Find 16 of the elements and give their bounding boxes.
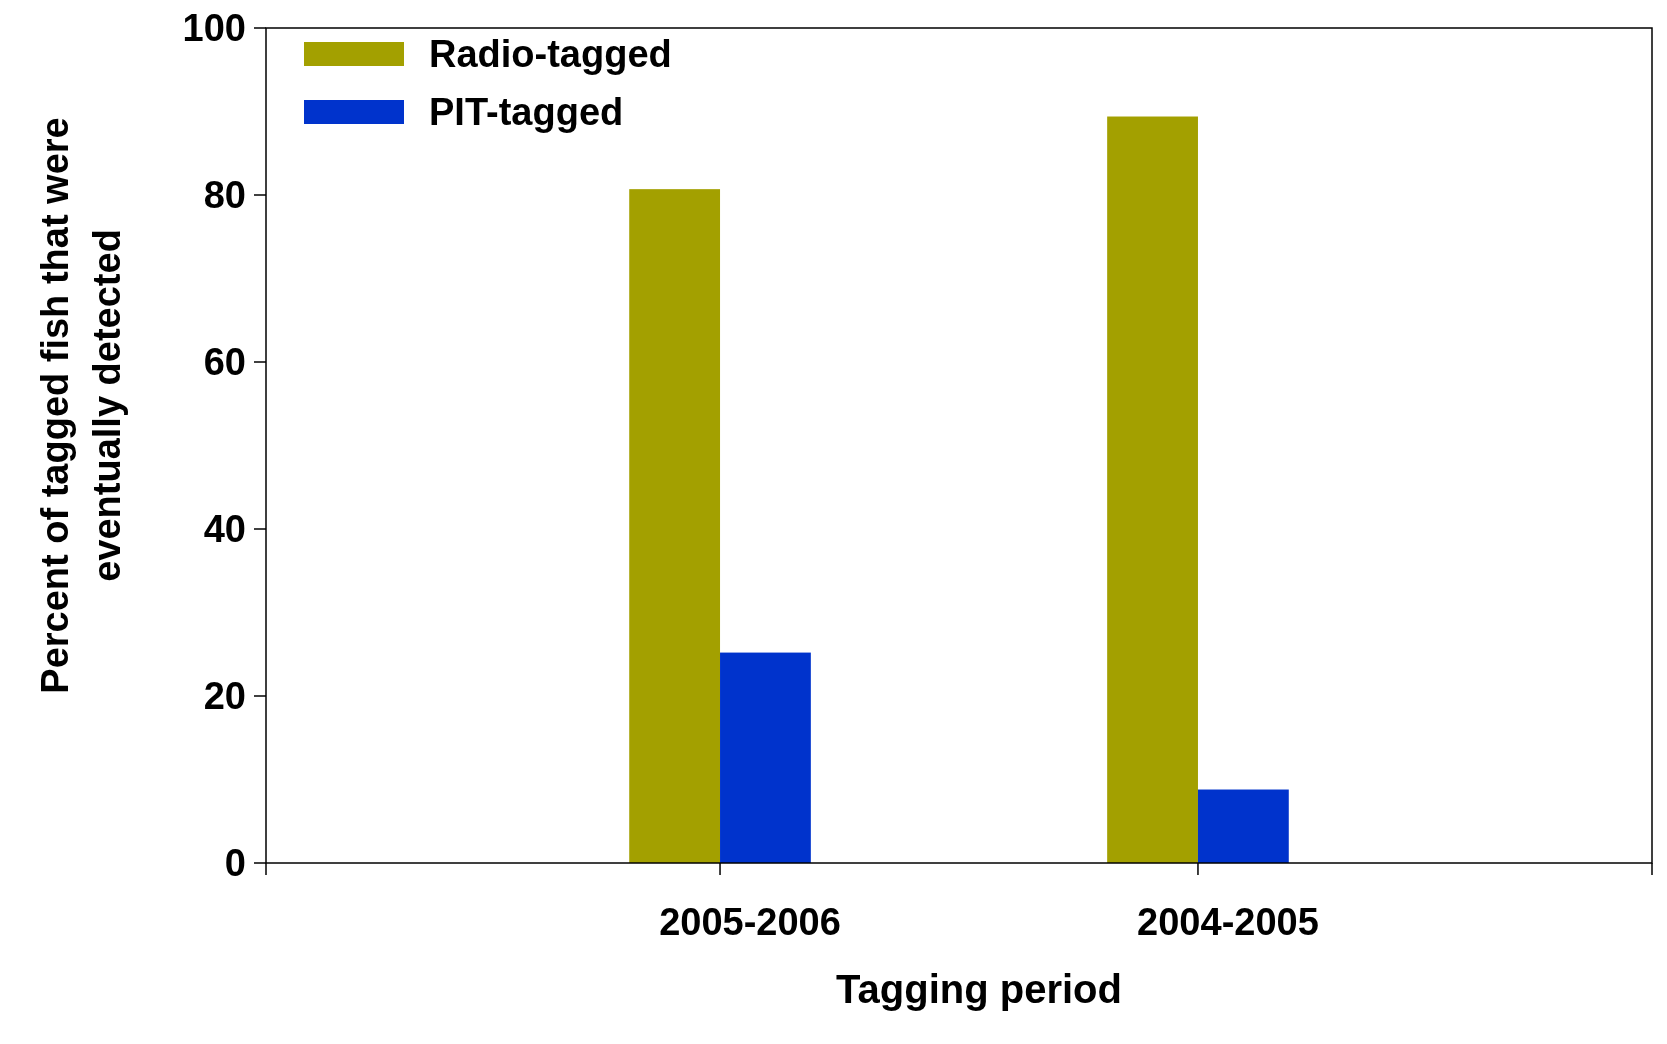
legend-label: Radio-tagged (429, 33, 672, 76)
bar (629, 189, 721, 863)
y-tick-label: 100 (182, 7, 246, 50)
y-axis-title: Percent of tagged fish that were eventually detected (34, 117, 128, 694)
bar (1107, 116, 1198, 863)
bar (1197, 789, 1289, 863)
y-tick-label: 80 (203, 174, 246, 217)
y-tick-label: 0 (224, 842, 246, 885)
y-tick-label: 20 (203, 675, 246, 718)
y-tick-label: 40 (203, 508, 246, 551)
y-tick-label: 60 (203, 341, 246, 384)
x-tick-label: 2005-2006 (659, 901, 841, 943)
x-tick-label: 2004-2005 (1137, 901, 1319, 943)
bar (720, 652, 811, 863)
legend-label: PIT-tagged (429, 91, 624, 134)
x-axis-title: Tagging period (836, 967, 1122, 1011)
